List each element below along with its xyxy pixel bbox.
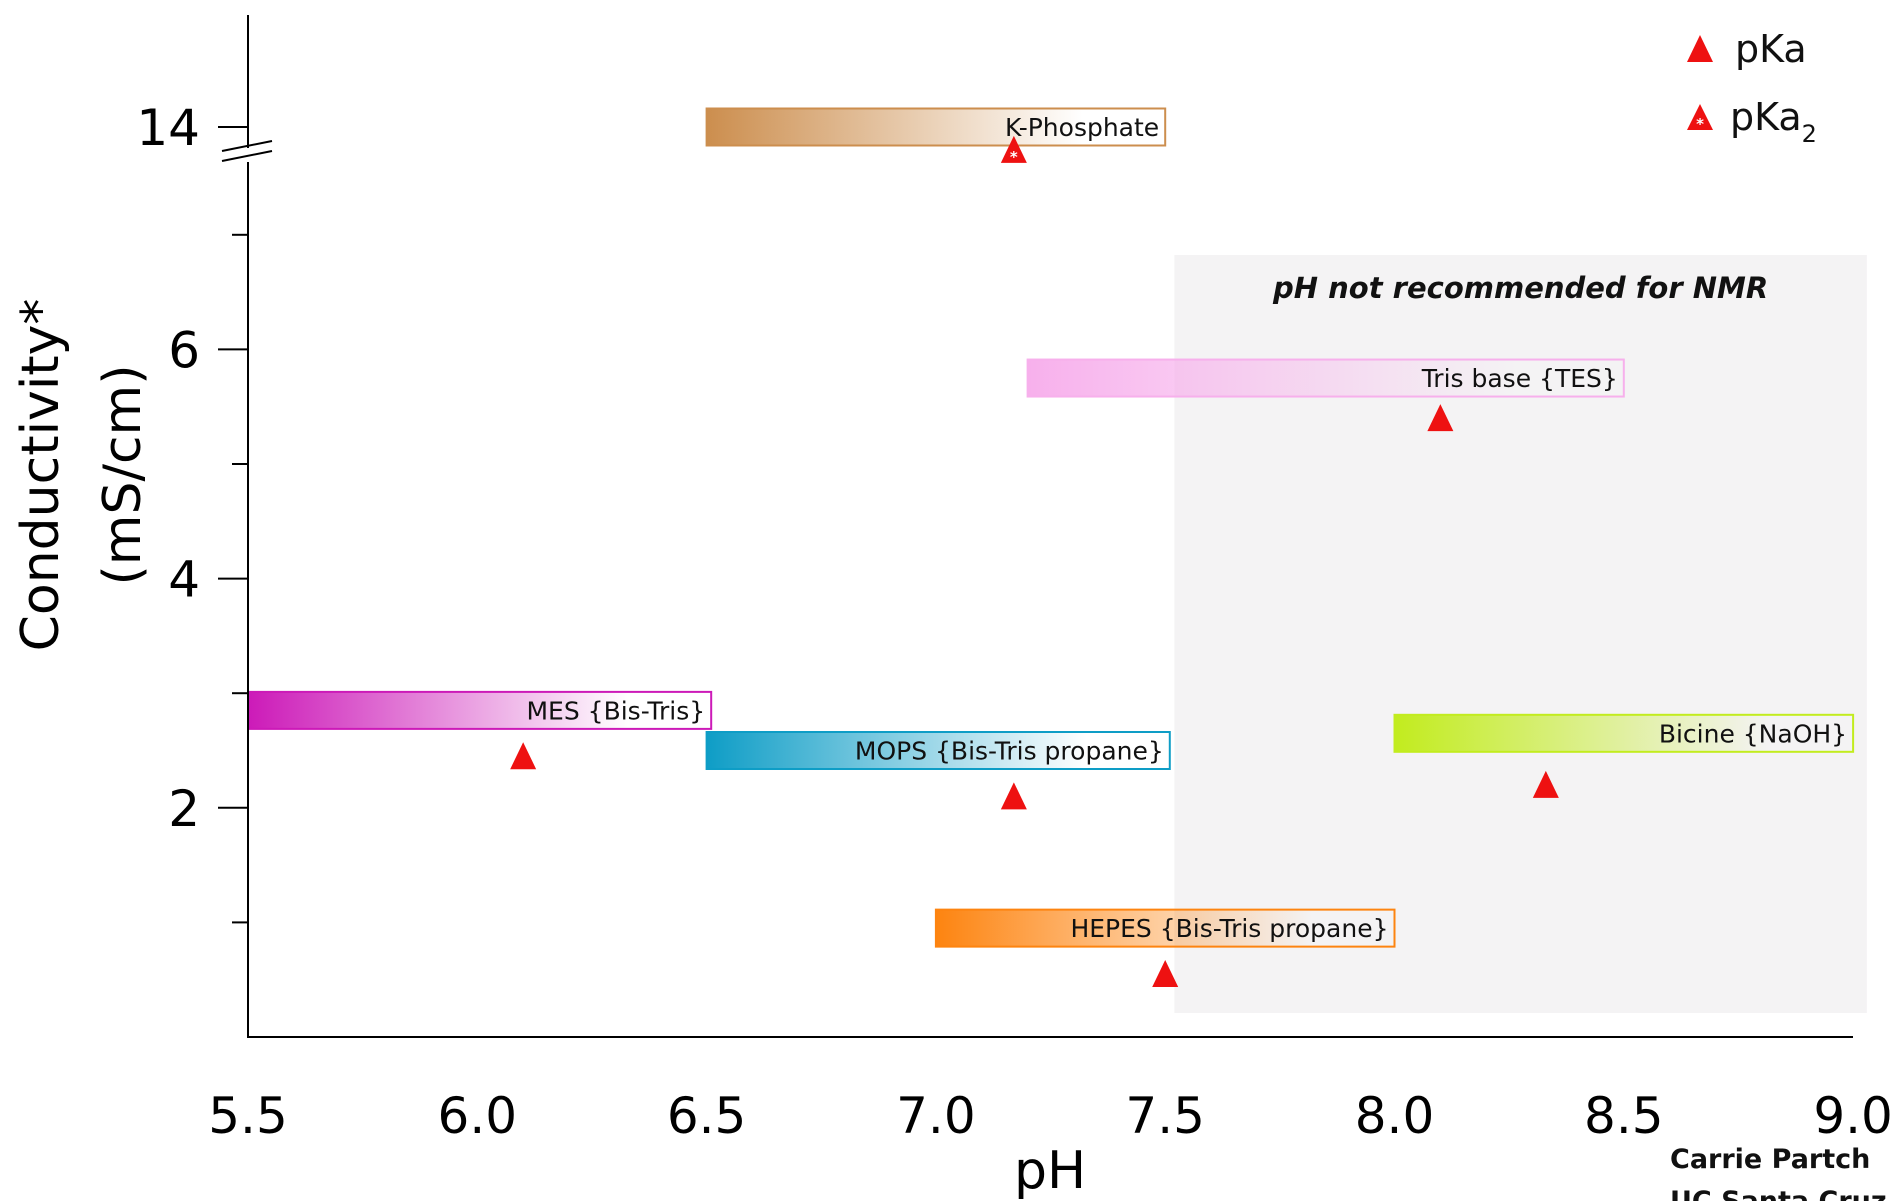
legend-pka-label: pKa bbox=[1735, 27, 1807, 71]
x-tick-label: 7.5 bbox=[1125, 1087, 1205, 1145]
y-tick-label: 14 bbox=[136, 99, 200, 157]
y-tick-label: 4 bbox=[168, 551, 200, 609]
x-axis-title: pH bbox=[1014, 1141, 1086, 1201]
x-tick-label: 6.0 bbox=[438, 1087, 518, 1145]
buffer-bar bbox=[934, 908, 1396, 948]
pka-marker bbox=[510, 742, 537, 770]
credit-institution: UC Santa Cruz bbox=[1670, 1186, 1887, 1201]
svg-text:*: * bbox=[1696, 115, 1704, 133]
axes bbox=[221, 15, 1853, 1038]
y-axis-title-line1: Conductivity* bbox=[11, 299, 71, 652]
y-axis-title-line2: (mS/cm) bbox=[93, 365, 153, 586]
buffer-bar bbox=[1393, 713, 1855, 753]
buffer-bar bbox=[705, 731, 1171, 770]
pka2-asterisk: * bbox=[1010, 148, 1018, 166]
y-axis-break-mark bbox=[221, 140, 273, 162]
buffer-bar-label: Bicine {NaOH} bbox=[1659, 719, 1847, 748]
nmr-not-recommended-label: pH not recommended for NMR bbox=[1272, 271, 1768, 305]
buffer-bars: K-Phosphate Tris base {TES} MES {Bis-Tris}… bbox=[247, 107, 1855, 948]
pka-marker bbox=[1427, 404, 1454, 432]
x-tick-label: 6.5 bbox=[667, 1087, 747, 1145]
credit-author: Carrie Partch bbox=[1670, 1144, 1870, 1175]
x-tick-label: 9.0 bbox=[1813, 1087, 1893, 1145]
x-tick-label: 7.0 bbox=[896, 1087, 976, 1145]
buffer-bar-label: Tris base {TES} bbox=[1421, 364, 1618, 393]
legend-pka2-label: pKa2 bbox=[1730, 95, 1817, 148]
buffer-bar-label: K-Phosphate bbox=[1005, 113, 1159, 142]
axis-ticks: 5.5 6.0 6.5 7.0 7.5 8.0 8.5 9.0 2 4 6 14 bbox=[136, 99, 1892, 1145]
pka-marker bbox=[1000, 135, 1027, 163]
x-tick-label: 8.0 bbox=[1355, 1087, 1435, 1145]
buffer-bar bbox=[705, 107, 1167, 147]
legend-pka2-marker: * bbox=[1687, 104, 1713, 133]
x-tick-label: 8.5 bbox=[1584, 1087, 1664, 1145]
legend-pka-marker bbox=[1687, 35, 1713, 62]
buffer-bar-label: HEPES {Bis-Tris propane} bbox=[1070, 914, 1388, 943]
pka-marker bbox=[1152, 959, 1179, 987]
x-tick-label: 5.5 bbox=[208, 1087, 288, 1145]
pka-markers: * bbox=[510, 135, 1559, 987]
legend: pKa * pKa2 bbox=[1687, 27, 1817, 148]
y-tick-label: 6 bbox=[168, 321, 200, 379]
pka-marker bbox=[1532, 770, 1559, 798]
y-tick-label: 2 bbox=[168, 780, 200, 838]
buffer-bar bbox=[1026, 358, 1625, 398]
buffer-bar-label: MOPS {Bis-Tris propane} bbox=[855, 737, 1164, 766]
pka-marker bbox=[1000, 782, 1027, 810]
buffer-bar bbox=[247, 690, 713, 730]
buffer-bar-label: MES {Bis-Tris} bbox=[526, 696, 705, 725]
